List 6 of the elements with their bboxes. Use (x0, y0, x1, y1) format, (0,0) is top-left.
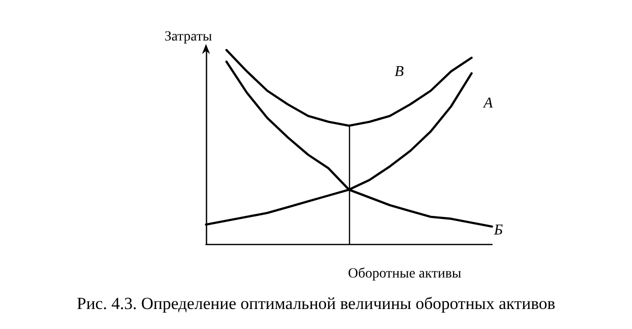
series-label: В (394, 64, 404, 80)
y-axis-title: Затраты (164, 30, 213, 44)
text: Рис. 4.3. Определение оптимальной величины оборотных активов (76, 294, 556, 313)
x-axis-title: Оборотные активы (348, 266, 462, 282)
series-label: Б (493, 222, 503, 239)
series-label: А (482, 95, 494, 112)
